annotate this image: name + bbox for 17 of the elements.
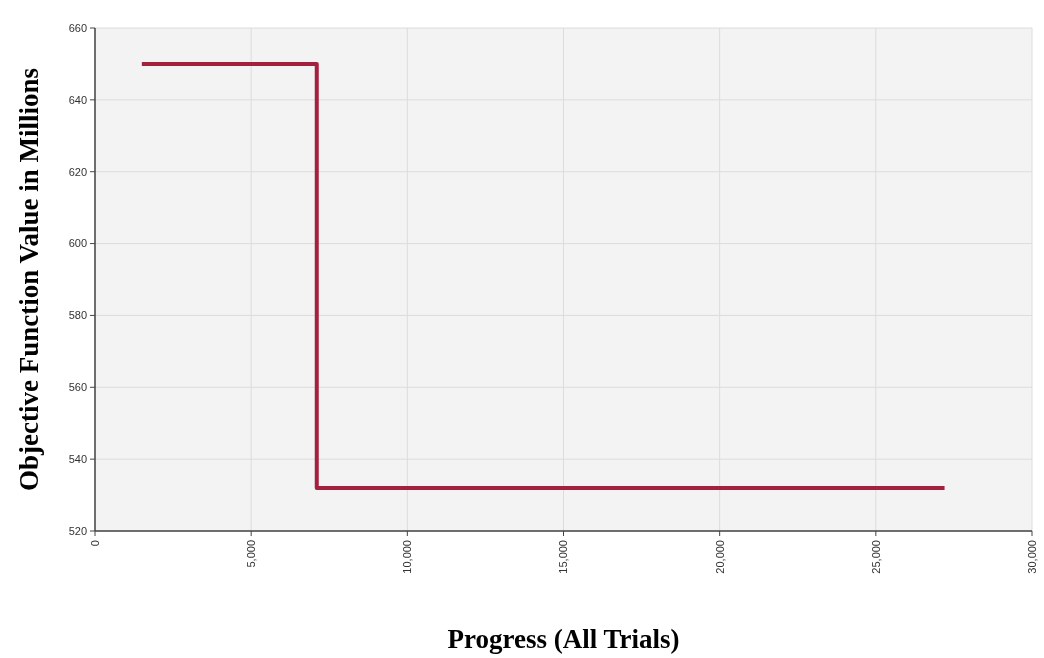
x-tick-label: 5,000 (245, 540, 258, 568)
y-tick-label: 620 (68, 165, 87, 178)
y-tick-label: 600 (68, 237, 87, 250)
y-tick-label: 560 (68, 381, 87, 394)
y-axis-title: Objective Function Value in Millions (14, 67, 44, 492)
y-tick-label: 540 (68, 452, 87, 465)
x-tick-label: 15,000 (557, 540, 570, 574)
y-tick-label: 580 (68, 309, 87, 322)
x-tick-label: 10,000 (401, 540, 414, 574)
x-tick-label: 0 (88, 540, 101, 547)
x-axis-title: Progress (All Trials) (447, 624, 680, 654)
x-tick-label: 20,000 (713, 540, 726, 574)
y-tick-label: 520 (68, 524, 87, 537)
x-tick-label: 25,000 (869, 540, 882, 574)
x-tick-label: 30,000 (1025, 540, 1038, 574)
y-tick-label: 660 (68, 21, 87, 34)
y-tick-label: 640 (68, 93, 87, 106)
